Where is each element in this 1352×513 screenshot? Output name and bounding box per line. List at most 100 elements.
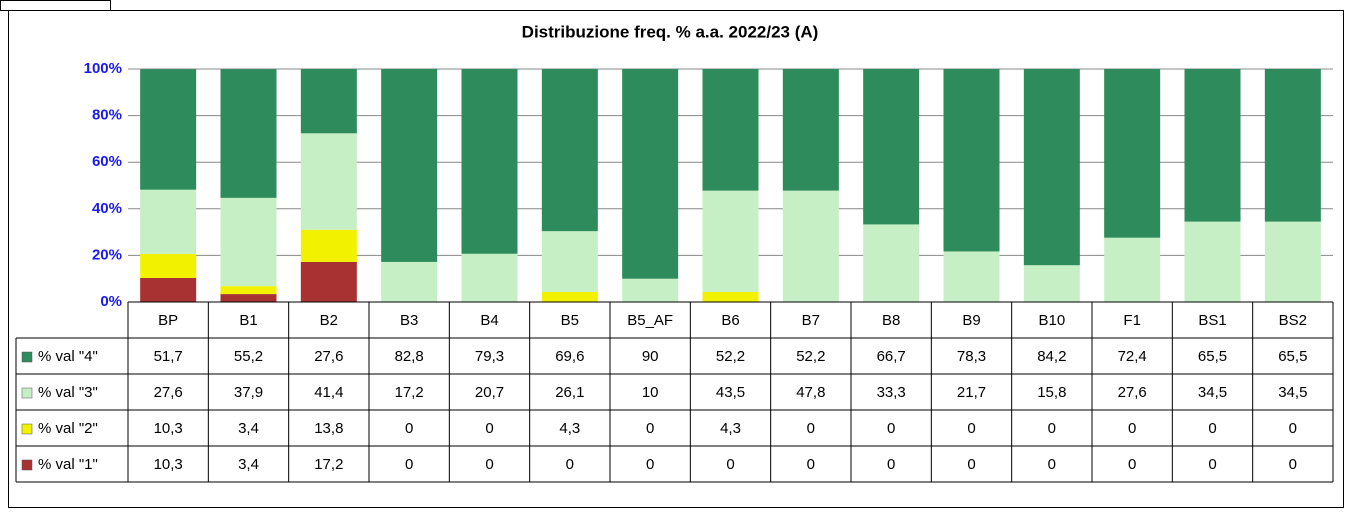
bar-segment: [140, 189, 197, 255]
table-value: 84,2: [1037, 348, 1066, 365]
bar-segment: [943, 69, 1000, 252]
table-value: 0: [405, 456, 413, 473]
table-value: 17,2: [395, 384, 424, 401]
table-value: 0: [646, 420, 654, 437]
bar-segment: [702, 291, 759, 302]
table-value: 82,8: [395, 348, 424, 365]
table-value: 51,7: [154, 348, 183, 365]
table-value: 27,6: [1118, 384, 1147, 401]
table-value: 0: [566, 456, 574, 473]
legend-swatch: [21, 387, 33, 399]
table-value: 65,5: [1278, 348, 1307, 365]
legend-swatch: [21, 351, 33, 363]
table-value: 0: [646, 456, 654, 473]
bar-segment: [461, 253, 518, 302]
bar-segment: [381, 69, 438, 262]
legend-label: % val "3": [38, 384, 98, 401]
x-tick-label: F1: [1123, 312, 1141, 329]
table-value: 66,7: [877, 348, 906, 365]
y-tick-label: 80%: [92, 107, 122, 124]
bar-segment: [863, 69, 920, 225]
bar-segment: [541, 69, 598, 232]
y-tick-label: 60%: [92, 153, 122, 170]
table-value: 79,3: [475, 348, 504, 365]
table-value: 10: [642, 384, 659, 401]
y-tick-label: 0%: [100, 293, 122, 310]
table-value: 55,2: [234, 348, 263, 365]
bar-segment: [863, 224, 920, 302]
x-tick-label: B10: [1038, 312, 1065, 329]
bar-segment: [140, 254, 197, 279]
bar-segment: [220, 69, 277, 198]
bar-segment: [220, 197, 277, 287]
legend-label: % val "4": [38, 348, 98, 365]
table-value: 72,4: [1118, 348, 1147, 365]
bar-segment: [1264, 69, 1321, 222]
table-value: 0: [887, 420, 895, 437]
table-value: 52,2: [796, 348, 825, 365]
table-value: 52,2: [716, 348, 745, 365]
bar-segment: [1184, 69, 1241, 222]
x-tick-label: B1: [239, 312, 257, 329]
table-value: 65,5: [1198, 348, 1227, 365]
table-value: 0: [485, 456, 493, 473]
table-value: 0: [1128, 420, 1136, 437]
x-tick-label: B6: [721, 312, 739, 329]
bar-segment: [300, 69, 357, 134]
x-tick-label: B5: [561, 312, 579, 329]
bar-segment: [622, 278, 679, 302]
table-value: 78,3: [957, 348, 986, 365]
bar-segment: [1104, 237, 1161, 302]
bar-segment: [541, 231, 598, 292]
bar-segment: [300, 261, 357, 302]
legend-label: % val "1": [38, 456, 98, 473]
bar-segment: [1104, 69, 1161, 238]
legend-swatch: [21, 423, 33, 435]
table-value: 4,3: [559, 420, 580, 437]
x-tick-label: B8: [882, 312, 900, 329]
x-tick-label: B5_AF: [627, 312, 673, 329]
table-value: 90: [642, 348, 659, 365]
chart-title: Distribuzione freq. % a.a. 2022/23 (A): [522, 22, 819, 41]
bar-segment: [1023, 265, 1080, 302]
table-value: 0: [485, 420, 493, 437]
bar-segment: [1023, 69, 1080, 266]
bar-segment: [140, 69, 197, 190]
x-tick-label: BS1: [1198, 312, 1226, 329]
table-value: 3,4: [238, 420, 259, 437]
table-value: 4,3: [720, 420, 741, 437]
table-value: 0: [1289, 420, 1297, 437]
bar-segment: [782, 69, 839, 191]
table-value: 47,8: [796, 384, 825, 401]
x-tick-label: B4: [480, 312, 498, 329]
table-value: 26,1: [555, 384, 584, 401]
y-tick-label: 40%: [92, 200, 122, 217]
x-tick-label: B7: [802, 312, 820, 329]
table-value: 0: [1128, 456, 1136, 473]
y-tick-label: 100%: [84, 60, 122, 77]
bar-segment: [1264, 221, 1321, 302]
table-value: 41,4: [314, 384, 343, 401]
tab: [0, 0, 111, 11]
table-value: 21,7: [957, 384, 986, 401]
table-value: 34,5: [1198, 384, 1227, 401]
table-value: 17,2: [314, 456, 343, 473]
table-value: 43,5: [716, 384, 745, 401]
table-value: 0: [1048, 456, 1056, 473]
x-tick-label: BS2: [1279, 312, 1307, 329]
table-value: 0: [1208, 420, 1216, 437]
bar-segment: [220, 286, 277, 295]
bar-segment: [702, 190, 759, 292]
bar-segment: [381, 261, 438, 302]
bar-segment: [622, 69, 679, 279]
table-value: 10,3: [154, 420, 183, 437]
table-value: 3,4: [238, 456, 259, 473]
table-value: 10,3: [154, 456, 183, 473]
legend-swatch: [21, 459, 33, 471]
table-value: 34,5: [1278, 384, 1307, 401]
table-value: 0: [807, 456, 815, 473]
bar-segment: [300, 133, 357, 230]
x-tick-label: BP: [158, 312, 178, 329]
table-value: 20,7: [475, 384, 504, 401]
